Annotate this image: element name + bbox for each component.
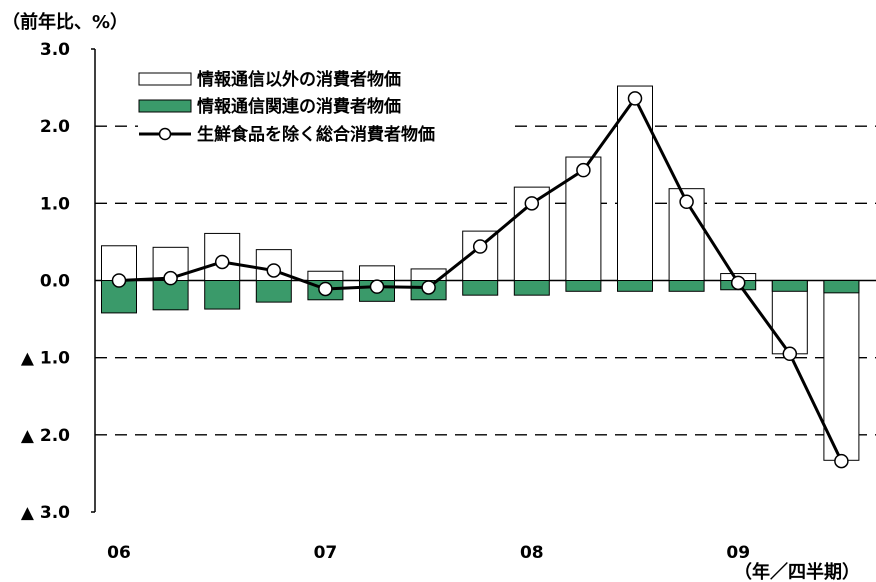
bar-ict xyxy=(823,280,860,294)
bar-non-ict xyxy=(359,265,395,282)
x-tick-label: 06 xyxy=(107,543,131,563)
legend-background xyxy=(138,68,507,148)
legend-label: 生鮮食品を除く総合消費者物価 xyxy=(197,124,435,145)
y-unit-label: （前年比、%） xyxy=(2,11,128,33)
bar-ict xyxy=(462,280,499,296)
legend-label: 情報通信以外の消費者物価 xyxy=(197,69,401,90)
y-tick-labels: 3.0 2.0 1.0 0.0 ▲ 1.0 ▲ 2.0 ▲ 3.0 xyxy=(21,40,70,523)
bar-non-ict xyxy=(823,280,860,461)
bar-ict xyxy=(255,280,292,303)
y-tick-label: 2.0 xyxy=(40,117,70,137)
y-tick-label: 3.0 xyxy=(40,40,70,60)
line-point xyxy=(318,281,333,297)
bar-ict xyxy=(513,280,550,296)
line-point xyxy=(472,239,488,254)
legend-swatch xyxy=(138,72,192,86)
bar-non-ict xyxy=(771,280,808,355)
y-tick-label: ▲ 1.0 xyxy=(21,349,70,369)
legend-swatch xyxy=(138,99,192,113)
line-point xyxy=(369,279,385,294)
bar-ict xyxy=(565,280,602,292)
line-point xyxy=(266,263,282,278)
line-point xyxy=(627,91,643,106)
line-point xyxy=(421,280,436,295)
x-unit-label: （年／四半期） xyxy=(734,561,860,582)
bar-ict xyxy=(771,280,808,292)
y-tick-label: ▲ 3.0 xyxy=(21,503,70,523)
legend-label: 情報通信関連の消費者物価 xyxy=(197,96,401,117)
y-tick-label: 0.0 xyxy=(40,272,70,292)
line-point xyxy=(524,196,540,211)
y-tick-label: 1.0 xyxy=(40,194,70,214)
y-tick-label: ▲ 2.0 xyxy=(21,426,70,446)
bar-ict xyxy=(617,280,653,292)
x-tick-labels: 06 07 08 09 xyxy=(107,543,750,563)
bar-ict xyxy=(668,280,705,292)
line-point xyxy=(782,346,798,362)
line-point xyxy=(111,273,127,288)
bar-non-ict xyxy=(668,188,705,281)
line-series xyxy=(111,91,849,469)
x-tick-label: 09 xyxy=(726,543,750,563)
line-point xyxy=(163,270,178,286)
legend-swatch-marker xyxy=(158,127,172,141)
x-tick-label: 08 xyxy=(520,543,544,563)
line-point xyxy=(214,254,230,270)
x-tick-label: 07 xyxy=(314,543,338,563)
line-point xyxy=(730,275,746,291)
bar-non-ict xyxy=(307,270,344,281)
line-point xyxy=(834,453,849,469)
line-point xyxy=(576,162,591,178)
line-point xyxy=(679,194,694,210)
bar-ict xyxy=(204,280,241,310)
